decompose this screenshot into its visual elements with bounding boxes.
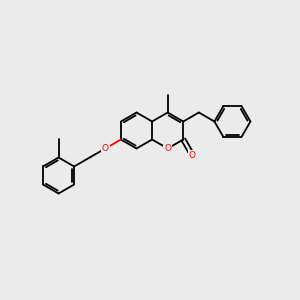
Text: O: O xyxy=(102,144,109,153)
Text: O: O xyxy=(189,151,196,160)
Text: O: O xyxy=(164,144,171,153)
